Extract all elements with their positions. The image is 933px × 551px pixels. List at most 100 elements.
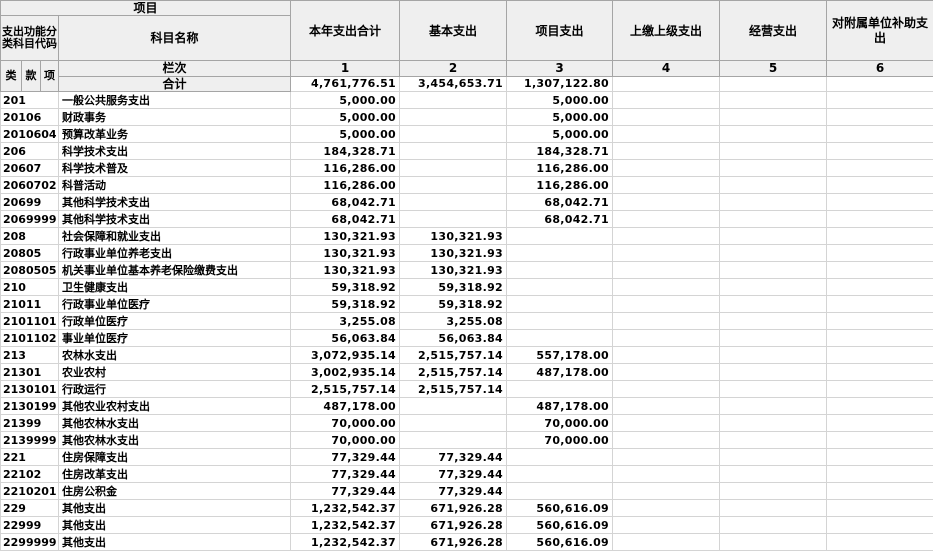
- value-cell-5: [720, 330, 827, 347]
- total-row-label: 合计: [59, 76, 291, 91]
- value-cell-3: [507, 279, 613, 296]
- value-cell-1: 77,329.44: [291, 466, 400, 483]
- col-header-basic-expenditure: 基本支出: [400, 1, 507, 61]
- value-cell-3: 68,042.71: [507, 211, 613, 228]
- value-cell-3: 184,328.71: [507, 143, 613, 160]
- value-cell-4: [613, 109, 720, 126]
- value-cell-1: 116,286.00: [291, 177, 400, 194]
- value-cell-1: 130,321.93: [291, 228, 400, 245]
- value-cell-4: [613, 313, 720, 330]
- value-cell-1: 70,000.00: [291, 415, 400, 432]
- lanci-header: 栏次: [59, 61, 291, 76]
- value-cell-4: [613, 330, 720, 347]
- code-cell: 201: [1, 92, 59, 109]
- code-cell: 2010604: [1, 126, 59, 143]
- subject-name-cell: 科普活动: [59, 177, 291, 194]
- code-sub-header-kuan: 款: [22, 61, 41, 92]
- code-cell: 206: [1, 143, 59, 160]
- col-number-6: 6: [827, 61, 933, 76]
- subject-name-cell: 其他科学技术支出: [59, 211, 291, 228]
- value-cell-3: [507, 262, 613, 279]
- value-cell-3: [507, 449, 613, 466]
- value-cell-3: [507, 313, 613, 330]
- subject-name-cell: 农业农村: [59, 364, 291, 381]
- value-cell-6: [827, 466, 933, 483]
- value-cell-6: [827, 279, 933, 296]
- value-cell-6: [827, 143, 933, 160]
- value-cell-5: [720, 483, 827, 500]
- value-cell-3: [507, 296, 613, 313]
- subject-name-cell: 其他支出: [59, 500, 291, 517]
- value-cell-3: [507, 466, 613, 483]
- function-code-header: 支出功能分类科目代码: [1, 16, 59, 61]
- value-cell-3: [507, 228, 613, 245]
- value-cell-3: 116,286.00: [507, 177, 613, 194]
- subject-name-cell: 科学技术普及: [59, 160, 291, 177]
- value-cell-1: 3,002,935.14: [291, 364, 400, 381]
- value-cell-5: [720, 126, 827, 143]
- code-cell: 20699: [1, 194, 59, 211]
- code-sub-header-lei: 类: [1, 61, 22, 92]
- code-cell: 21011: [1, 296, 59, 313]
- value-cell-5: [720, 449, 827, 466]
- value-cell-5: [720, 398, 827, 415]
- code-cell: 20805: [1, 245, 59, 262]
- value-cell-2: 130,321.93: [400, 262, 507, 279]
- value-cell-4: [613, 500, 720, 517]
- value-cell-1: 5,000.00: [291, 92, 400, 109]
- value-cell-3: 5,000.00: [507, 92, 613, 109]
- value-cell-3: [507, 483, 613, 500]
- value-cell-6: [827, 483, 933, 500]
- value-cell-6: [827, 449, 933, 466]
- value-cell-2: 59,318.92: [400, 296, 507, 313]
- value-cell-5: [720, 211, 827, 228]
- value-cell-4: [613, 143, 720, 160]
- value-cell-2: 2,515,757.14: [400, 347, 507, 364]
- value-cell-4: [613, 296, 720, 313]
- value-cell-3: 70,000.00: [507, 432, 613, 449]
- value-cell-5: [720, 194, 827, 211]
- code-cell: 210: [1, 279, 59, 296]
- subject-name-cell: 社会保障和就业支出: [59, 228, 291, 245]
- value-cell-2: [400, 160, 507, 177]
- value-cell-1: 5,000.00: [291, 109, 400, 126]
- value-cell-2: [400, 143, 507, 160]
- value-cell-4: [613, 126, 720, 143]
- value-cell-2: 671,926.28: [400, 500, 507, 517]
- subject-name-cell: 行政单位医疗: [59, 313, 291, 330]
- value-cell-2: 56,063.84: [400, 330, 507, 347]
- value-cell-3: 487,178.00: [507, 364, 613, 381]
- code-cell: 221: [1, 449, 59, 466]
- value-cell-1: 77,329.44: [291, 483, 400, 500]
- value-cell-2: 2,515,757.14: [400, 381, 507, 398]
- value-cell-2: 77,329.44: [400, 483, 507, 500]
- value-cell-6: [827, 92, 933, 109]
- value-cell-6: [827, 228, 933, 245]
- subject-name-cell: 预算改革业务: [59, 126, 291, 143]
- value-cell-1: 70,000.00: [291, 432, 400, 449]
- col-header-operating-expenditure: 经营支出: [720, 1, 827, 61]
- value-cell-1: 59,318.92: [291, 296, 400, 313]
- value-cell-3: 116,286.00: [507, 160, 613, 177]
- value-cell-3: 560,616.09: [507, 534, 613, 551]
- code-cell: 20106: [1, 109, 59, 126]
- subject-name-cell: 其他科学技术支出: [59, 194, 291, 211]
- code-cell: 2080505: [1, 262, 59, 279]
- value-cell-3: 68,042.71: [507, 194, 613, 211]
- value-cell-4: [613, 517, 720, 534]
- total-value-2: 3,454,653.71: [400, 76, 507, 91]
- value-cell-1: 5,000.00: [291, 126, 400, 143]
- value-cell-4: [613, 177, 720, 194]
- subject-name-cell: 其他支出: [59, 517, 291, 534]
- value-cell-3: 487,178.00: [507, 398, 613, 415]
- subject-name-cell: 行政运行: [59, 381, 291, 398]
- col-header-upward-payment: 上缴上级支出: [613, 1, 720, 61]
